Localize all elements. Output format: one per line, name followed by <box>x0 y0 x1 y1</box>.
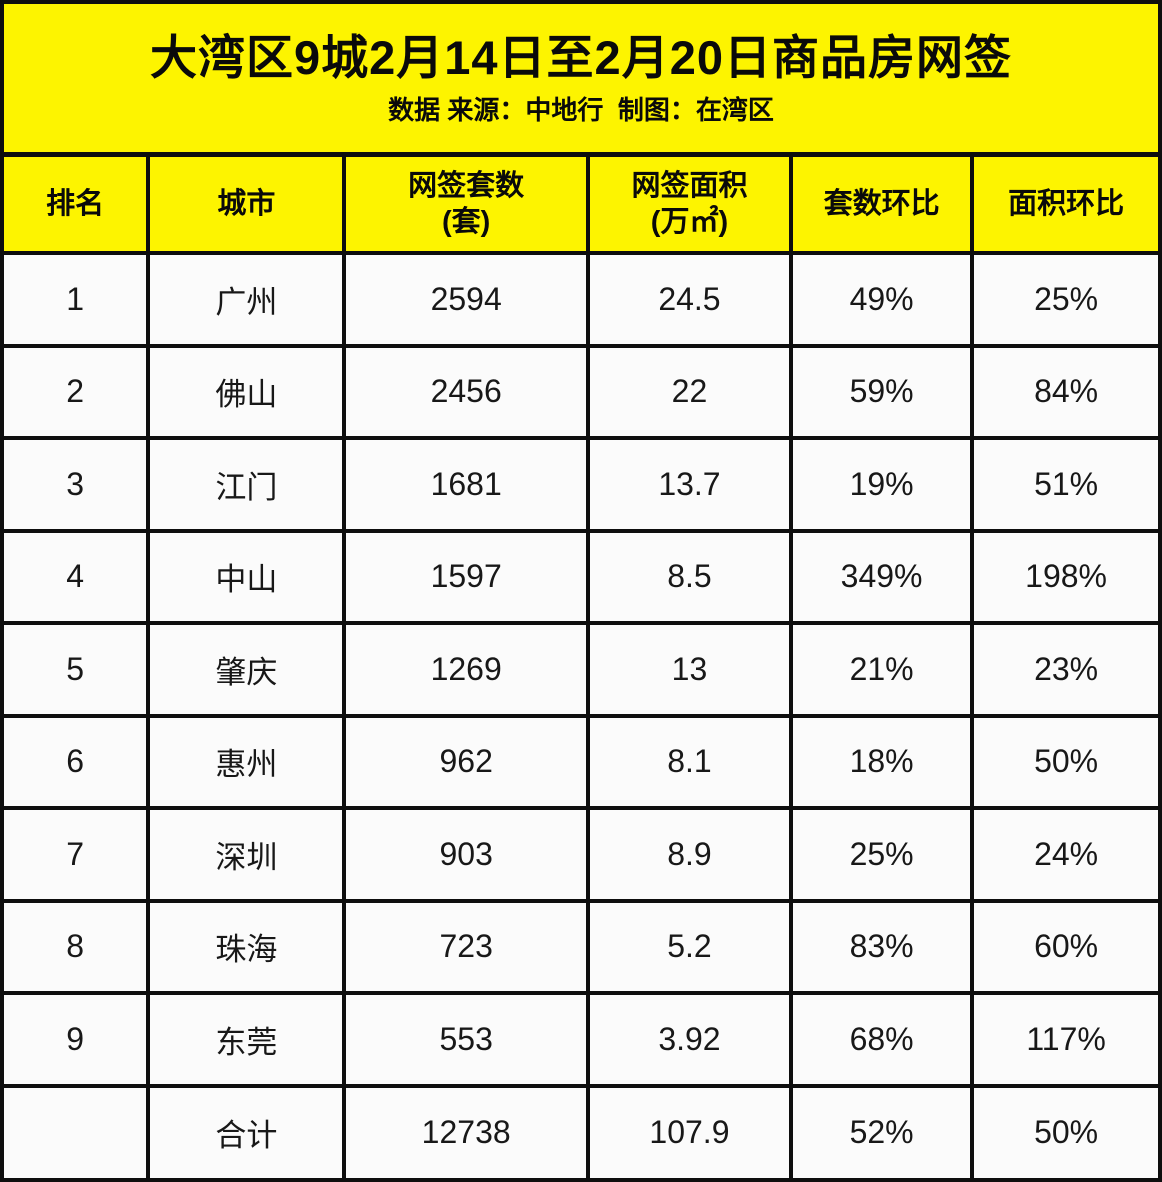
area-mom-total-cell: 50% <box>970 1083 1158 1178</box>
rank-cell: 6 <box>4 713 151 810</box>
area-cell: 5.2 <box>585 898 794 995</box>
units-mom-cell: 83% <box>788 898 975 995</box>
units-cell: 1269 <box>342 621 590 718</box>
area-cell: 13.7 <box>585 436 794 533</box>
area-cell: 13 <box>585 621 794 718</box>
area-mom-cell: 198% <box>970 528 1158 625</box>
rank-cell: 9 <box>4 991 151 1088</box>
units-mom-cell: 25% <box>788 806 975 903</box>
rank-cell <box>4 1083 151 1178</box>
units-cell: 2456 <box>342 343 590 440</box>
area-cell: 8.9 <box>585 806 794 903</box>
area-mom-cell: 60% <box>970 898 1158 995</box>
units-mom-cell: 49% <box>788 251 975 348</box>
city-cell: 江门 <box>146 436 347 533</box>
units-mom-cell: 68% <box>788 991 975 1088</box>
table-header-row: 排名 城市 网签套数 (套) 网签面积 (万㎡) 套数环比 <box>4 157 1158 255</box>
rank-cell: 8 <box>4 898 151 995</box>
area-total-cell: 107.9 <box>585 1083 794 1178</box>
units-mom-cell: 349% <box>788 528 975 625</box>
units-cell: 962 <box>342 713 590 810</box>
page-title: 大湾区9城2月14日至2月20日商品房网签 <box>150 30 1012 84</box>
units-total-cell: 12738 <box>342 1083 590 1178</box>
rank-cell: 7 <box>4 806 151 903</box>
city-cell: 佛山 <box>146 343 347 440</box>
units-cell: 2594 <box>342 251 590 348</box>
area-cell: 3.92 <box>585 991 794 1088</box>
units-mom-cell: 19% <box>788 436 975 533</box>
column-header-area-mom: 面积环比 <box>970 157 1158 255</box>
units-mom-total-cell: 52% <box>788 1083 975 1178</box>
total-label-cell: 合计 <box>146 1083 347 1178</box>
table-row: 9 东莞 553 3.92 68% 117% <box>4 991 1158 1088</box>
table-row: 8 珠海 723 5.2 83% 60% <box>4 898 1158 995</box>
city-cell: 广州 <box>146 251 347 348</box>
column-header-units: 网签套数 (套) <box>342 157 590 255</box>
table-row: 4 中山 1597 8.5 349% 198% <box>4 528 1158 625</box>
area-cell: 8.1 <box>585 713 794 810</box>
city-cell: 惠州 <box>146 713 347 810</box>
table-row: 2 佛山 2456 22 59% 84% <box>4 343 1158 440</box>
area-mom-cell: 23% <box>970 621 1158 718</box>
units-cell: 1681 <box>342 436 590 533</box>
area-cell: 8.5 <box>585 528 794 625</box>
area-mom-cell: 25% <box>970 251 1158 348</box>
rank-cell: 3 <box>4 436 151 533</box>
signing-data-table: 排名 城市 网签套数 (套) 网签面积 (万㎡) 套数环比 <box>4 157 1158 1178</box>
rank-cell: 2 <box>4 343 151 440</box>
units-mom-cell: 59% <box>788 343 975 440</box>
rank-cell: 5 <box>4 621 151 718</box>
units-cell: 1597 <box>342 528 590 625</box>
city-cell: 肇庆 <box>146 621 347 718</box>
units-mom-cell: 18% <box>788 713 975 810</box>
area-mom-cell: 51% <box>970 436 1158 533</box>
area-mom-cell: 24% <box>970 806 1158 903</box>
column-header-area: 网签面积 (万㎡) <box>585 157 794 255</box>
table-row: 7 深圳 903 8.9 25% 24% <box>4 806 1158 903</box>
area-cell: 22 <box>585 343 794 440</box>
column-header-units-mom: 套数环比 <box>788 157 975 255</box>
units-cell: 553 <box>342 991 590 1088</box>
column-header-city: 城市 <box>146 157 347 255</box>
rank-cell: 1 <box>4 251 151 348</box>
page-subtitle: 数据 来源：中地行 制图：在湾区 <box>388 94 774 125</box>
city-cell: 东莞 <box>146 991 347 1088</box>
units-cell: 903 <box>342 806 590 903</box>
table-total-row: 合计 12738 107.9 52% 50% <box>4 1083 1158 1178</box>
table-row: 5 肇庆 1269 13 21% 23% <box>4 621 1158 718</box>
area-cell: 24.5 <box>585 251 794 348</box>
units-mom-cell: 21% <box>788 621 975 718</box>
area-mom-cell: 117% <box>970 991 1158 1088</box>
masthead: 大湾区9城2月14日至2月20日商品房网签 数据 来源：中地行 制图：在湾区 <box>4 4 1158 157</box>
area-mom-cell: 50% <box>970 713 1158 810</box>
area-mom-cell: 84% <box>970 343 1158 440</box>
city-cell: 中山 <box>146 528 347 625</box>
city-cell: 深圳 <box>146 806 347 903</box>
column-header-rank: 排名 <box>4 157 151 255</box>
city-cell: 珠海 <box>146 898 347 995</box>
units-cell: 723 <box>342 898 590 995</box>
table-row: 3 江门 1681 13.7 19% 51% <box>4 436 1158 533</box>
table-row: 1 广州 2594 24.5 49% 25% <box>4 251 1158 348</box>
table-row: 6 惠州 962 8.1 18% 50% <box>4 713 1158 810</box>
rank-cell: 4 <box>4 528 151 625</box>
